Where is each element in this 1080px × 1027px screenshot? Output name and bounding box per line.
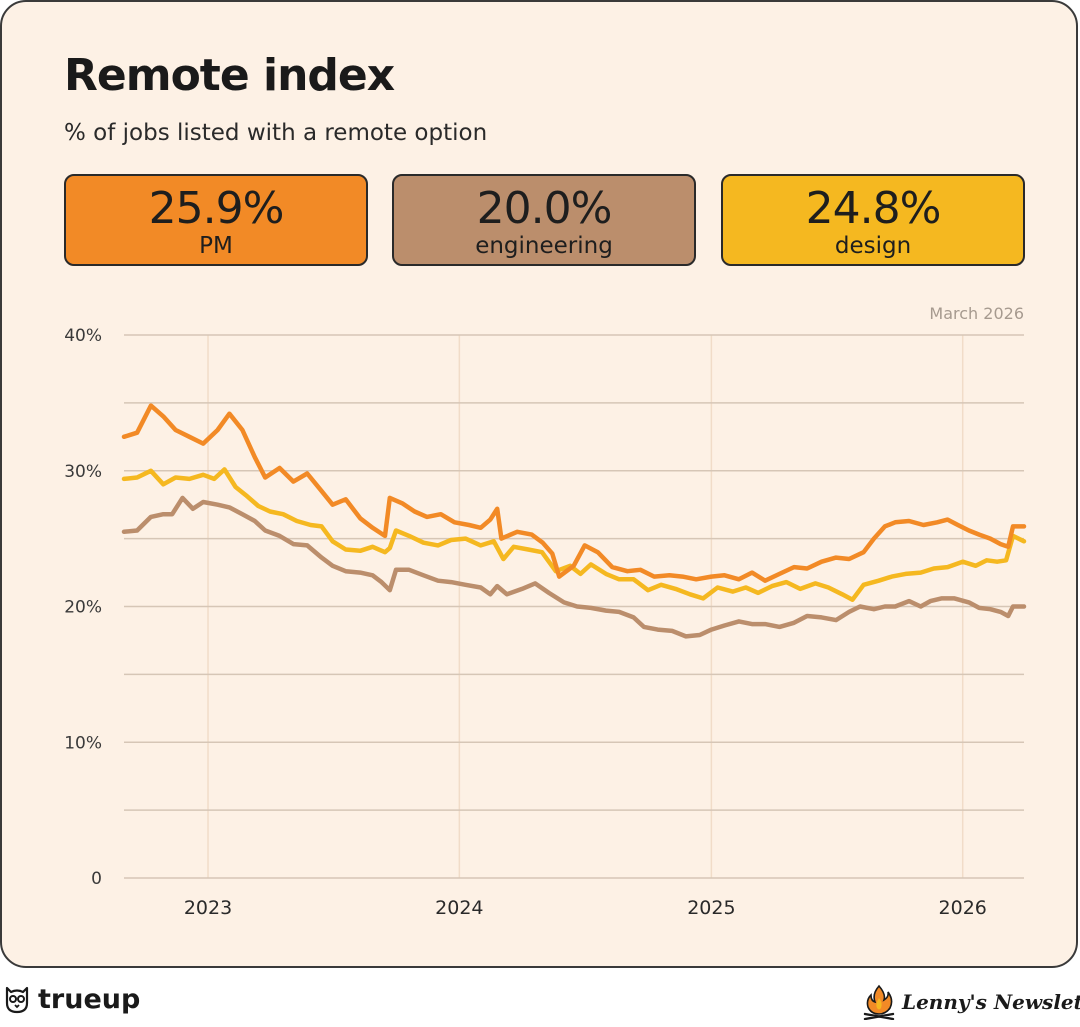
lennys-newsletter-brand: Lenny's Newsletter xyxy=(902,990,1080,1014)
stat-card-design: 24.8% design xyxy=(721,174,1025,266)
series-line-engineering xyxy=(121,495,1027,639)
chart-series xyxy=(121,403,1027,639)
x-axis-ticks: 2023 2024 2025 2026 xyxy=(184,897,987,919)
y-tick-label: 30% xyxy=(64,462,102,482)
stat-label-design: design xyxy=(834,233,912,259)
chart-title: Remote index xyxy=(64,50,395,101)
trueup-brand: trueup xyxy=(38,984,141,1015)
chart-card: Remote index % of jobs listed with a rem… xyxy=(0,0,1078,968)
x-tick-label: 2025 xyxy=(687,897,735,919)
y-tick-label: 20% xyxy=(64,598,102,618)
y-tick-label: 40% xyxy=(64,326,102,346)
stat-label-engineering: engineering xyxy=(475,233,613,259)
y-axis-ticks: 0 10% 20% 30% 40% xyxy=(64,326,102,889)
stat-label-pm: PM xyxy=(199,233,233,259)
stat-value-design: 24.8% xyxy=(805,183,942,234)
y-tick-label: 0 xyxy=(91,869,102,889)
chart-subtitle: % of jobs listed with a remote option xyxy=(64,120,488,146)
stat-value-pm: 25.9% xyxy=(148,183,285,234)
stat-value-engineering: 20.0% xyxy=(476,183,613,234)
campfire-icon xyxy=(863,984,895,1020)
stat-card-pm: 25.9% PM xyxy=(64,174,368,266)
x-tick-label: 2023 xyxy=(184,897,232,919)
y-tick-label: 10% xyxy=(64,733,102,753)
stat-card-engineering: 20.0% engineering xyxy=(392,174,696,266)
x-tick-label: 2024 xyxy=(435,897,483,919)
series-line-design xyxy=(121,467,1027,602)
footer-left: trueup xyxy=(4,984,140,1015)
x-tick-label: 2026 xyxy=(939,897,987,919)
series-line-pm xyxy=(121,403,1027,583)
footer-right: Lenny's Newsletter xyxy=(862,984,1080,1020)
date-note: March 2026 xyxy=(929,304,1024,323)
owl-icon xyxy=(5,986,29,1013)
line-chart: 0 10% 20% 30% 40% 2023 2024 2025 2026 xyxy=(64,326,1027,919)
